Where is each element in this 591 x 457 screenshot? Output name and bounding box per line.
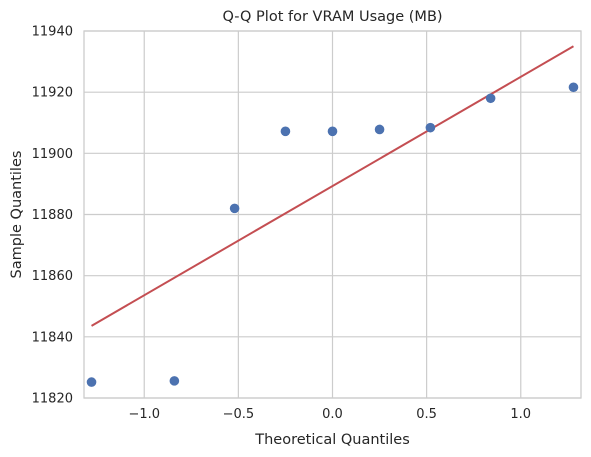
data-point	[425, 122, 436, 133]
y-tick-label: 11900	[32, 147, 73, 162]
data-point	[86, 377, 97, 387]
reference-line	[91, 45, 574, 327]
x-tick-labels: −1.0 −0.5 0.0 0.5 1.0	[128, 407, 531, 422]
y-tick-label: 11820	[32, 392, 73, 407]
x-tick-label: 0.0	[322, 407, 343, 422]
y-tick-label: 11940	[32, 25, 73, 40]
y-axis-label: Sample Quantiles	[9, 151, 25, 279]
reference-line-group	[91, 45, 574, 327]
plot-frame	[83, 30, 582, 399]
data-point	[568, 82, 579, 93]
y-tick-label: 11840	[32, 330, 73, 345]
data-point	[169, 376, 180, 386]
x-tick-label: 0.5	[416, 407, 437, 422]
y-tick-label: 11860	[32, 269, 73, 284]
data-point	[280, 126, 291, 137]
data-point	[327, 126, 338, 137]
x-axis-label: Theoretical Quantiles	[254, 432, 410, 448]
data-point	[374, 124, 385, 135]
y-tick-label: 11920	[32, 86, 73, 101]
chart-title: Q-Q Plot for VRAM Usage (MB)	[222, 9, 442, 25]
x-tick-label: 1.0	[510, 407, 531, 422]
data-point	[229, 203, 240, 214]
data-point	[485, 93, 496, 104]
y-tick-label: 11880	[32, 208, 73, 223]
x-tick-label: −0.5	[223, 407, 255, 422]
y-tick-labels: 11820 11840 11860 11880 11900 11920 11940	[32, 25, 73, 407]
x-tick-label: −1.0	[128, 407, 160, 422]
data-points-group	[86, 82, 579, 387]
